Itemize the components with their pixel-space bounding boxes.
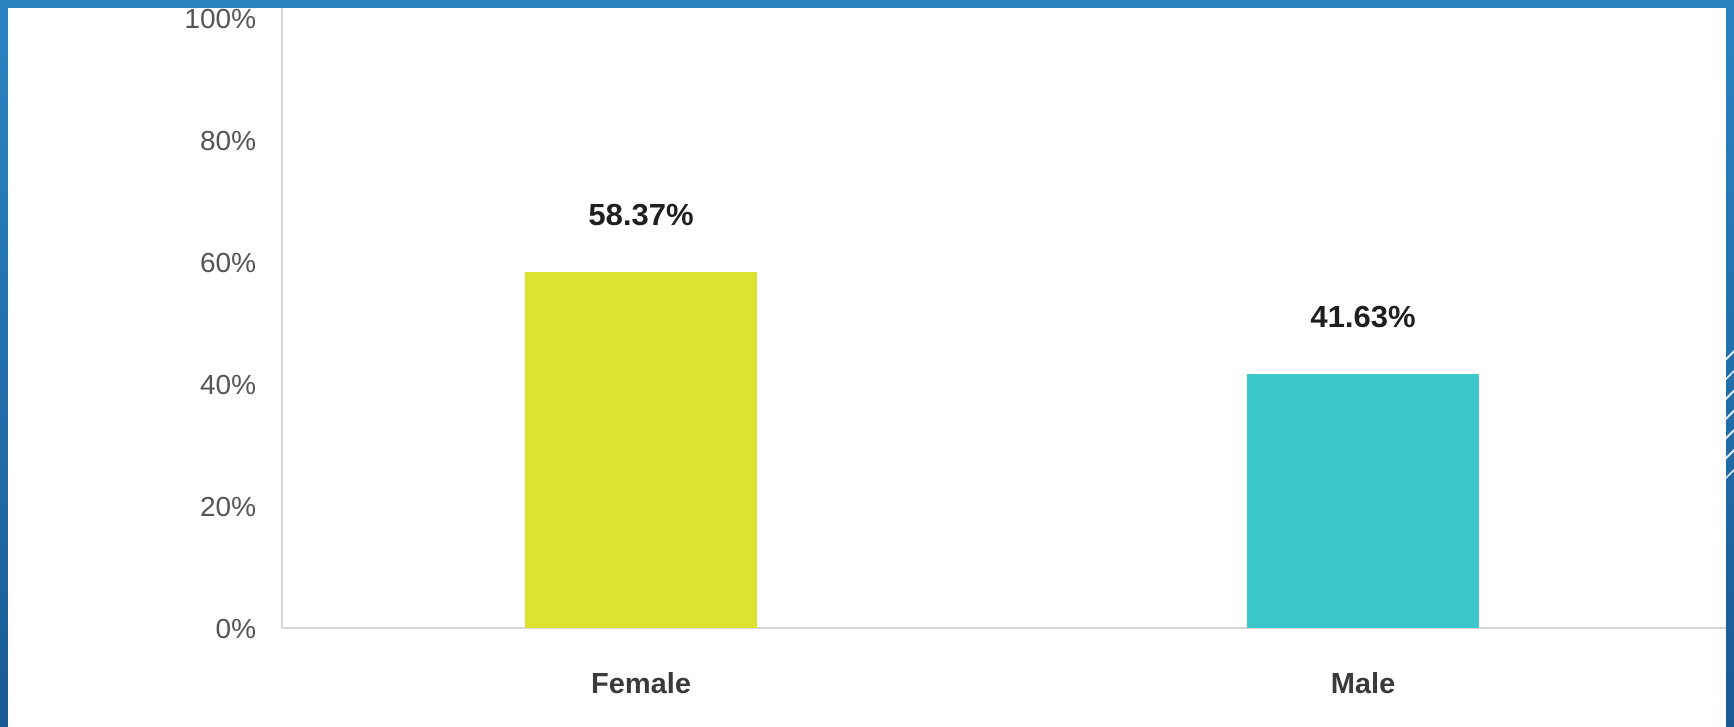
data-labels: 58.37% 41.63% — [588, 197, 1415, 334]
x-tick-label-male: Male — [1331, 668, 1395, 700]
x-tick-label-female: Female — [591, 668, 691, 700]
edge-decoration — [1724, 340, 1734, 480]
y-tick-label: 100% — [184, 3, 256, 34]
data-label-female: 58.37% — [588, 197, 693, 232]
y-tick-label: 20% — [200, 491, 256, 522]
y-axis-ticks: 0% 20% 40% 60% 80% 100% — [184, 3, 256, 644]
y-tick-label: 40% — [200, 369, 256, 400]
chart-bars — [525, 271, 1479, 628]
data-label-male: 41.63% — [1310, 299, 1415, 334]
bar-female — [525, 271, 757, 628]
bar-male — [1247, 374, 1479, 628]
y-tick-label: 80% — [200, 125, 256, 156]
x-axis-labels: Female Male — [591, 668, 1395, 700]
y-tick-label: 60% — [200, 247, 256, 278]
chart-axes — [281, 8, 1726, 629]
y-tick-label: 0% — [216, 613, 256, 644]
